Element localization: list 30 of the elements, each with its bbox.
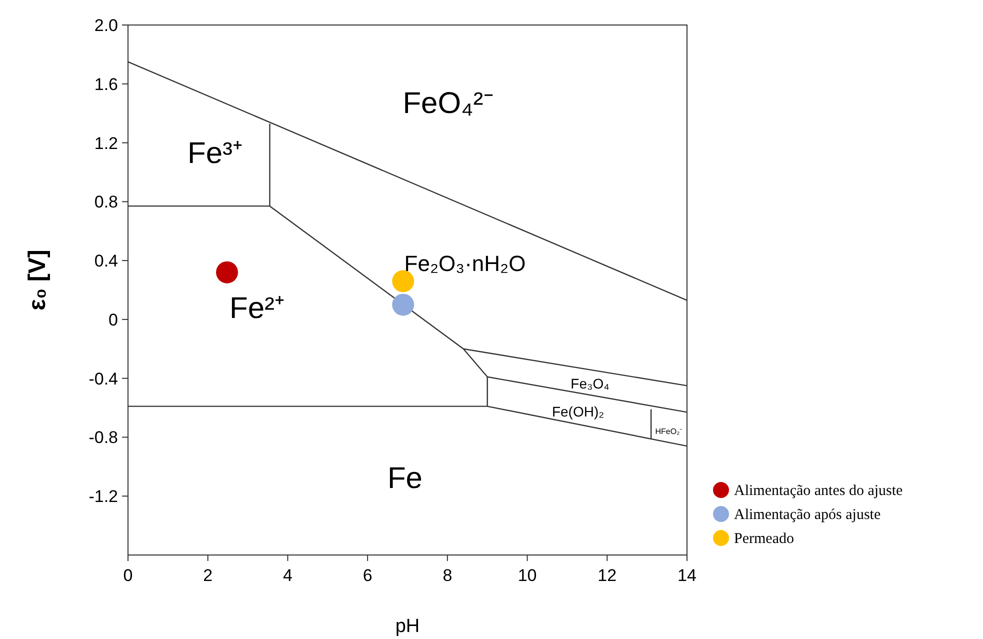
y-tick-label: 1.6 xyxy=(94,74,118,94)
y-tick-label: 0 xyxy=(108,310,118,330)
legend-label: Alimentação antes do ajuste xyxy=(734,483,904,499)
y-tick-label: -0.8 xyxy=(88,428,118,448)
annotation: FeO₄²⁻ xyxy=(402,86,494,120)
x-tick-label: 8 xyxy=(442,566,452,585)
x-tick-label: 2 xyxy=(203,566,213,585)
annotation: Fe(OH)₂ xyxy=(552,404,604,420)
y-tick-label: 1.2 xyxy=(94,134,118,153)
y-tick-label: -0.4 xyxy=(88,369,118,388)
annotation: Fe₂O₃·nH₂O xyxy=(404,250,526,276)
legend-label: Alimentação após ajuste xyxy=(734,507,881,523)
legend-label: Permeado xyxy=(734,531,794,547)
annotation: Fe₃O₄ xyxy=(570,376,610,392)
annotation: HFeO₂⁻ xyxy=(655,427,683,436)
annotation: Fe²⁺ xyxy=(230,292,284,325)
y-tick-label: 0.8 xyxy=(94,192,118,212)
x-tick-label: 4 xyxy=(282,566,292,585)
x-tick-label: 0 xyxy=(123,566,133,585)
x-axis-title: pH xyxy=(395,616,420,637)
x-tick-label: 14 xyxy=(678,566,696,585)
annotation: Fe³⁺ xyxy=(188,136,242,170)
x-tick-label: 12 xyxy=(598,566,617,585)
x-tick-label: 10 xyxy=(518,566,537,585)
x-tick-label: 6 xyxy=(362,566,372,585)
annotation: Fe xyxy=(387,462,423,495)
y-tick-label: -1.2 xyxy=(88,487,118,506)
y-axis-title: ε₀ [V] xyxy=(24,250,51,310)
y-tick-label: 0.4 xyxy=(94,252,118,271)
y-tick-label: 2.0 xyxy=(94,16,118,35)
